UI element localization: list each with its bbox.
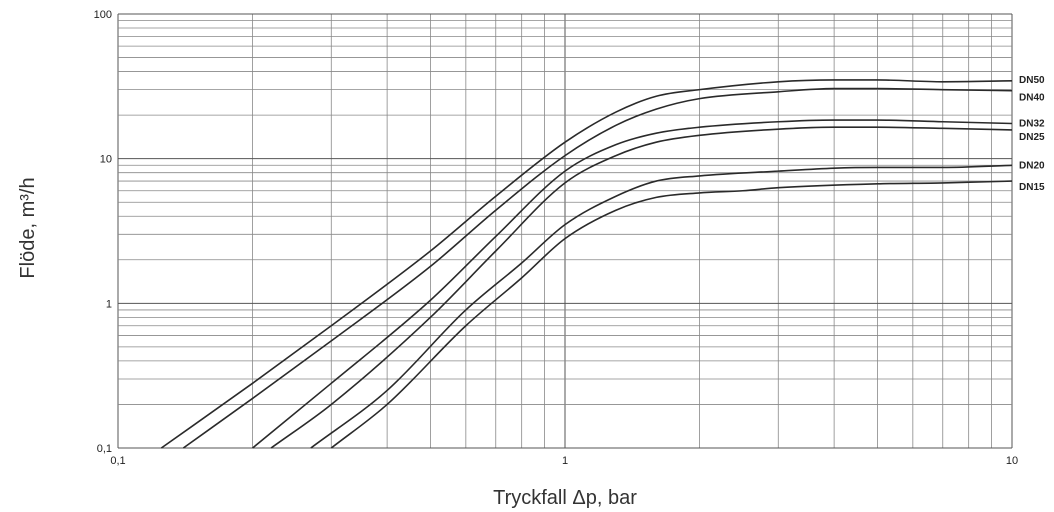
x-axis-ticks: 0,1 1 10: [110, 455, 1018, 467]
curves: [160, 79, 1013, 449]
y-tick-label: 10: [100, 154, 112, 166]
y-axis-ticks: 0,1 1 10 100: [94, 9, 112, 455]
x-axis-title: Tryckfall Δp, bar: [493, 487, 637, 509]
series-label-dn15: DN15: [1019, 182, 1045, 193]
series-line-dn20: [310, 164, 1013, 449]
series-line-dn40: [182, 87, 1013, 449]
series-line-dn32: [252, 119, 1013, 449]
series-label-dn25: DN25: [1019, 132, 1045, 143]
series-line-dn50: [160, 79, 1013, 449]
series-line-dn25: [270, 126, 1013, 449]
y-tick-label: 1: [106, 298, 112, 310]
x-tick-label: 1: [562, 455, 568, 467]
series-label-dn32: DN32: [1019, 119, 1045, 130]
series-label-dn50: DN50: [1019, 75, 1045, 86]
y-tick-label: 0,1: [97, 443, 112, 455]
x-tick-label: 10: [1006, 455, 1018, 467]
y-tick-label: 100: [94, 9, 112, 21]
x-tick-label: 0,1: [110, 455, 125, 467]
series-labels: DN50 DN40 DN32 DN25 DN20 DN15: [1019, 75, 1045, 193]
grid: [117, 13, 1013, 449]
series-label-dn40: DN40: [1019, 93, 1045, 104]
series-label-dn20: DN20: [1019, 160, 1045, 171]
series-line-dn15: [330, 180, 1013, 449]
y-axis-title: Flöde, m³/h: [17, 177, 39, 278]
